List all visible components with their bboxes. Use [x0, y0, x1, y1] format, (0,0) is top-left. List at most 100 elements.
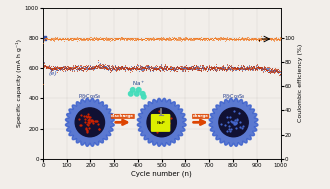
Point [241, 37, 246, 40]
Point [110, 68, 115, 71]
Point [239, 65, 244, 68]
Point [268, 38, 274, 41]
Point [155, 67, 160, 70]
Point [92, 65, 98, 68]
Point [90, 68, 95, 71]
Point [76, 68, 82, 71]
Point [115, 36, 120, 39]
Point [74, 65, 80, 68]
Point [129, 66, 134, 69]
Point [105, 67, 110, 70]
Point [119, 37, 124, 40]
Point [84, 37, 90, 40]
Point [109, 36, 114, 40]
Point [263, 36, 269, 39]
Point [214, 38, 220, 41]
Point [251, 66, 256, 69]
Point [54, 67, 59, 70]
Point [140, 67, 145, 70]
Point [181, 64, 186, 67]
Point [232, 65, 237, 68]
Point [172, 68, 177, 71]
Point [233, 66, 238, 69]
Point [245, 67, 250, 70]
Point [226, 67, 232, 70]
Point [129, 36, 134, 40]
Point [188, 38, 194, 41]
Point [90, 39, 95, 42]
Point [186, 66, 191, 69]
Point [153, 66, 158, 69]
Point [144, 66, 149, 69]
Point [242, 67, 248, 70]
Point [179, 65, 184, 68]
Point [141, 37, 147, 40]
Point [114, 38, 119, 41]
Point [148, 38, 154, 41]
Point [121, 66, 127, 69]
Point [156, 64, 161, 67]
Point [169, 69, 174, 72]
Point [195, 36, 200, 39]
Point [112, 66, 117, 69]
Point [107, 37, 112, 40]
Point [267, 38, 273, 41]
Point [148, 37, 153, 40]
Point [164, 65, 169, 68]
Point [167, 67, 172, 70]
Point [187, 67, 193, 70]
Point [193, 65, 199, 68]
Point [238, 68, 243, 71]
Point [201, 38, 207, 41]
Point [207, 37, 213, 40]
Point [41, 41, 46, 44]
Point [115, 67, 120, 70]
Point [264, 37, 269, 40]
Point [65, 38, 71, 41]
Point [177, 66, 182, 69]
Point [202, 37, 207, 40]
Point [48, 38, 53, 41]
Point [208, 69, 213, 72]
Point [248, 68, 254, 71]
Point [94, 37, 99, 40]
Point [141, 67, 146, 70]
Point [69, 37, 74, 40]
Point [172, 68, 178, 71]
Point [233, 37, 239, 40]
Point [131, 66, 136, 69]
Point [216, 66, 222, 69]
Point [268, 70, 273, 73]
Point [69, 38, 75, 41]
Point [262, 69, 268, 72]
Point [239, 38, 244, 41]
Point [199, 67, 204, 70]
Point [56, 38, 61, 41]
Point [143, 37, 148, 40]
Point [236, 68, 242, 71]
Point [82, 67, 87, 70]
Point [176, 36, 182, 40]
Point [118, 38, 123, 41]
Point [172, 68, 177, 71]
Point [237, 39, 243, 42]
Point [187, 68, 192, 71]
Point [115, 67, 120, 70]
Point [100, 66, 105, 69]
Point [191, 64, 196, 67]
Point [204, 37, 210, 40]
Point [248, 65, 253, 68]
Point [253, 38, 258, 41]
Point [111, 64, 116, 67]
Point [169, 68, 174, 71]
Point [277, 37, 282, 40]
Point [128, 66, 134, 69]
Point [42, 65, 48, 68]
Point [111, 66, 116, 69]
Point [277, 36, 282, 39]
Point [248, 38, 253, 41]
Point [235, 39, 241, 42]
Point [67, 67, 73, 70]
Point [246, 38, 251, 41]
Point [167, 68, 172, 71]
